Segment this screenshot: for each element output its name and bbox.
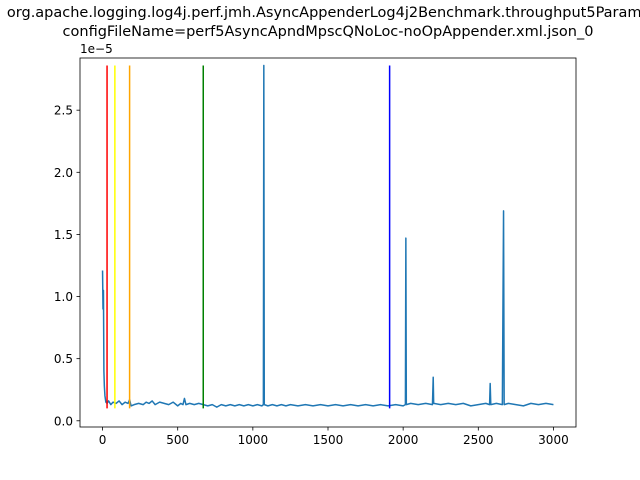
x-tick-label-1500: 1500: [313, 433, 344, 447]
y-offset-label: 1e−5: [80, 42, 113, 56]
x-tick-label-0: 0: [99, 433, 107, 447]
y-tick-label-3: 1.5: [54, 228, 73, 242]
series-line-0: [101, 64, 554, 408]
x-tick-label-2000: 2000: [388, 433, 419, 447]
x-tick-label-1000: 1000: [238, 433, 269, 447]
y-tick-label-1: 0.5: [54, 352, 73, 366]
y-tick-label-2: 1.0: [54, 290, 73, 304]
chart-title-line-1: org.apache.logging.log4j.perf.jmh.AsyncA…: [7, 5, 640, 21]
plot-area: 0 500 1000 1500 2000 2500 3000 0.0 0.5 1.0 1.5 2.0 2…: [54, 64, 569, 447]
y-tick-label-0: 0.0: [54, 414, 73, 428]
x-tick-label-2500: 2500: [463, 433, 494, 447]
y-tick-label-4: 2.0: [54, 166, 73, 180]
x-tick-label-500: 500: [166, 433, 189, 447]
x-tick-label-3000: 3000: [538, 433, 569, 447]
chart-title-line-2: configFileName=perf5AsyncApndMpscQNoLoc-…: [63, 24, 594, 40]
y-tick-label-5: 2.5: [54, 104, 73, 118]
axes-frame: [79, 57, 577, 428]
